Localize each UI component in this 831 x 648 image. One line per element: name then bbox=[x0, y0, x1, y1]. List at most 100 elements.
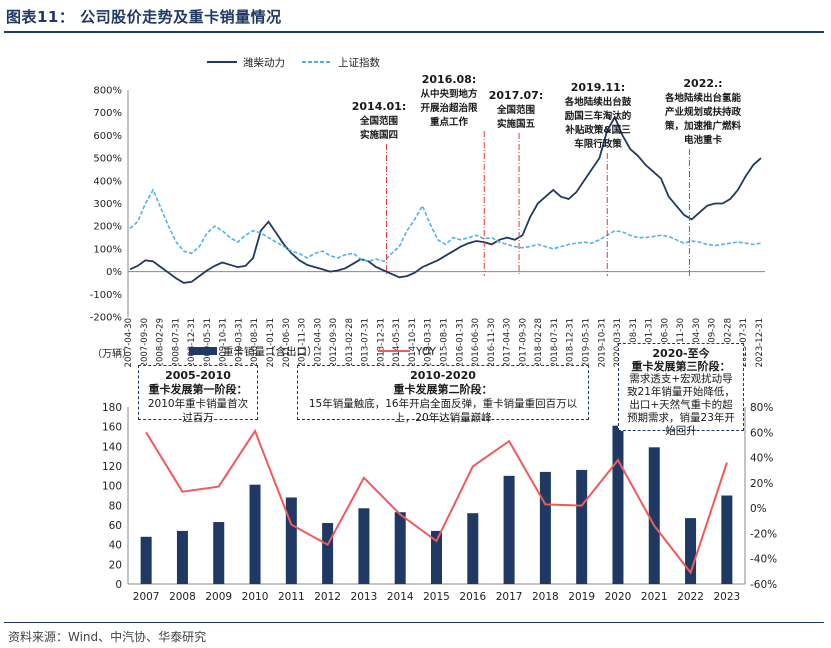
line-chart-x-tick-label: 2018-02-28 bbox=[534, 318, 544, 367]
bar-chart-x-tick-label: 2010 bbox=[242, 591, 269, 603]
event-annotation-text: 励国三车淘汰的 bbox=[565, 110, 632, 122]
bar-chart-x-tick-label: 2014 bbox=[387, 591, 414, 603]
line-chart-x-tick-label: 2020-03-31 bbox=[613, 318, 623, 367]
bar-chart-y-tick-label: 120 bbox=[102, 461, 122, 473]
bar-chart-x-tick-label: 2012 bbox=[314, 591, 341, 603]
bar-chart-y-tick-label: 0 bbox=[115, 579, 122, 591]
line-chart-x-tick-label: 2015-03-31 bbox=[424, 318, 434, 367]
sales-bar bbox=[539, 471, 551, 584]
event-annotation-text: 实施国四 bbox=[360, 129, 398, 141]
stage-box-3-line: 需求透支+宏观扰动导 bbox=[629, 373, 733, 385]
sales-bar bbox=[322, 523, 334, 584]
line-chart-y-tick-label: 200% bbox=[93, 222, 122, 233]
event-annotation-text: 补贴政策&国三 bbox=[564, 124, 631, 136]
legend-weichai-label: 潍柴动力 bbox=[243, 56, 285, 69]
bar-chart-y-tick-label: 40 bbox=[109, 540, 122, 552]
sales-bar bbox=[721, 495, 733, 584]
line-chart-x-tick-label: 2014-10-31 bbox=[408, 318, 418, 367]
sales-bar bbox=[394, 512, 406, 584]
legend-sales-label: 重卡销量（含出口） bbox=[223, 345, 318, 358]
line-chart-y-tick-label: 800% bbox=[93, 86, 122, 97]
line-chart-x-tick-label: 2023-07-31 bbox=[739, 318, 749, 367]
bar-chart-y2-tick-label: -20% bbox=[750, 528, 777, 540]
sales-bar bbox=[431, 530, 442, 584]
bar-chart-x-tick-label: 2019 bbox=[568, 591, 595, 603]
line-chart-x-tick-label: 2010-03-31 bbox=[234, 318, 244, 367]
bar-chart-x-tick-label: 2021 bbox=[641, 591, 668, 603]
line-chart-x-tick-label: 2014-05-31 bbox=[392, 318, 402, 367]
sales-bar bbox=[467, 513, 479, 584]
line-chart-x-tick-label: 2021-11-30 bbox=[676, 318, 686, 367]
sales-bar bbox=[249, 484, 261, 584]
bar-chart-x-tick-label: 2007 bbox=[133, 591, 160, 603]
line-chart-x-tick-label: 2023-12-31 bbox=[755, 318, 765, 367]
line-chart-x-tick-label: 2012-04-30 bbox=[313, 318, 323, 367]
line-chart-x-tick-label: 2021-06-30 bbox=[660, 318, 670, 367]
line-chart-y-tick-label: 500% bbox=[93, 154, 122, 165]
stage-box-2-line: 15年销量触底，16年开启全面反弹，重卡销量重回百万以 bbox=[308, 398, 578, 410]
bar-chart-y2-tick-label: 20% bbox=[750, 478, 773, 490]
sales-bar bbox=[612, 425, 624, 584]
bar-chart-x-tick-label: 2008 bbox=[169, 591, 196, 603]
stage-box-3-period: 2020-至今 bbox=[652, 347, 710, 360]
bar-chart-y-tick-label: 160 bbox=[102, 422, 122, 434]
event-annotation-date: 2016.08: bbox=[422, 73, 477, 86]
event-annotation-text: 实施国五 bbox=[497, 118, 536, 130]
line-chart-x-tick-label: 2013-02-28 bbox=[345, 318, 355, 367]
legend-sales-swatch bbox=[189, 347, 217, 355]
stage-box-3-line: 始回升 bbox=[665, 425, 697, 437]
stage-box-3-line: 出口+天然气重卡的超 bbox=[629, 399, 733, 411]
bar-chart-x-tick-label: 2018 bbox=[532, 591, 559, 603]
line-chart-y-tick-label: 400% bbox=[93, 176, 122, 187]
stage-box-2-line: 上，20年达销量巅峰 bbox=[394, 412, 492, 424]
stage-box-2-title: 重卡发展第二阶段： bbox=[393, 383, 493, 396]
sales-bar bbox=[576, 469, 588, 584]
line-chart-x-tick-label: 2022-09-30 bbox=[708, 318, 718, 367]
legend-sse-label: 上证指数 bbox=[338, 56, 380, 69]
line-chart-y-tick-label: 100% bbox=[93, 244, 122, 255]
title-rule bbox=[4, 31, 824, 33]
stage-box-1-line: 2010年重卡销量首次 bbox=[147, 398, 249, 410]
event-annotation-text: 各地陆续出台氢能 bbox=[664, 92, 742, 104]
stage-box-3: 2020-至今 重卡发展第三阶段： 需求透支+宏观扰动导 致21年销量开始降低，… bbox=[618, 343, 744, 437]
line-chart-x-tick-label: 2017-04-30 bbox=[503, 318, 513, 367]
line-chart-x-tick-label: 2013-12-31 bbox=[376, 318, 386, 367]
stage-box-1: 2005-2010 重卡发展第一阶段： 2010年重卡销量首次 过百万 bbox=[138, 365, 258, 424]
bar-chart-y2-tick-label: -40% bbox=[750, 554, 777, 566]
bar-chart-y-tick-label: 100 bbox=[102, 481, 122, 493]
line-chart-x-tick-label: 2015-08-31 bbox=[440, 318, 450, 367]
line-chart-x-tick-label: 2018-12-31 bbox=[566, 318, 576, 367]
line-chart-y-tick-label: -200% bbox=[90, 313, 122, 324]
line-chart-y-tick-label: 600% bbox=[93, 131, 122, 142]
line-chart-x-tick-label: 2013-07-31 bbox=[361, 318, 371, 367]
line-chart-x-tick-label: 2007-09-30 bbox=[140, 318, 150, 367]
source-note: 资料来源：Wind、中汽协、华泰研究 bbox=[8, 630, 207, 644]
event-annotation-text: 全国范围 bbox=[496, 104, 535, 116]
bar-chart-y2-tick-label: 60% bbox=[750, 427, 773, 439]
footer-rule bbox=[4, 622, 824, 623]
event-annotation-text: 产业规划或扶持政 bbox=[665, 106, 742, 118]
event-annotation-text: 各地陆续出台鼓 bbox=[564, 96, 632, 108]
bar-chart-y-tick-label: 80 bbox=[109, 500, 122, 512]
yoy-line bbox=[145, 428, 728, 575]
line-chart-y-tick-label: 300% bbox=[93, 199, 122, 210]
line-chart-x-tick-label: 2016-01-31 bbox=[455, 318, 465, 367]
sales-bar bbox=[685, 518, 697, 584]
bar-chart-x-tick-label: 2023 bbox=[713, 591, 740, 603]
bar-chart-y-tick-label: 20 bbox=[109, 559, 122, 571]
sales-bar bbox=[285, 497, 297, 584]
line-chart-x-tick-label: 2011-06-30 bbox=[282, 318, 292, 367]
event-annotation-text: 车限行政策 bbox=[574, 138, 622, 150]
bar-chart-unit-label: （万辆） bbox=[92, 347, 132, 360]
line-chart-x-tick-label: 2008-07-31 bbox=[171, 318, 181, 367]
bar-chart-y-tick-label: 140 bbox=[102, 441, 122, 453]
event-annotation-date: 2017.07: bbox=[489, 89, 544, 102]
sales-bar bbox=[503, 475, 515, 584]
line-chart-x-tick-label: 2019-10-31 bbox=[597, 318, 607, 367]
event-annotation-text: 重点工作 bbox=[430, 116, 469, 128]
series-sse-index-line bbox=[129, 188, 762, 263]
line-chart-x-tick-label: 2022-04-30 bbox=[692, 318, 702, 367]
event-annotation-text: 策，加速推广燃料 bbox=[664, 120, 742, 132]
series-weichai-line bbox=[129, 115, 762, 284]
event-annotation-text: 电池重卡 bbox=[684, 134, 723, 146]
